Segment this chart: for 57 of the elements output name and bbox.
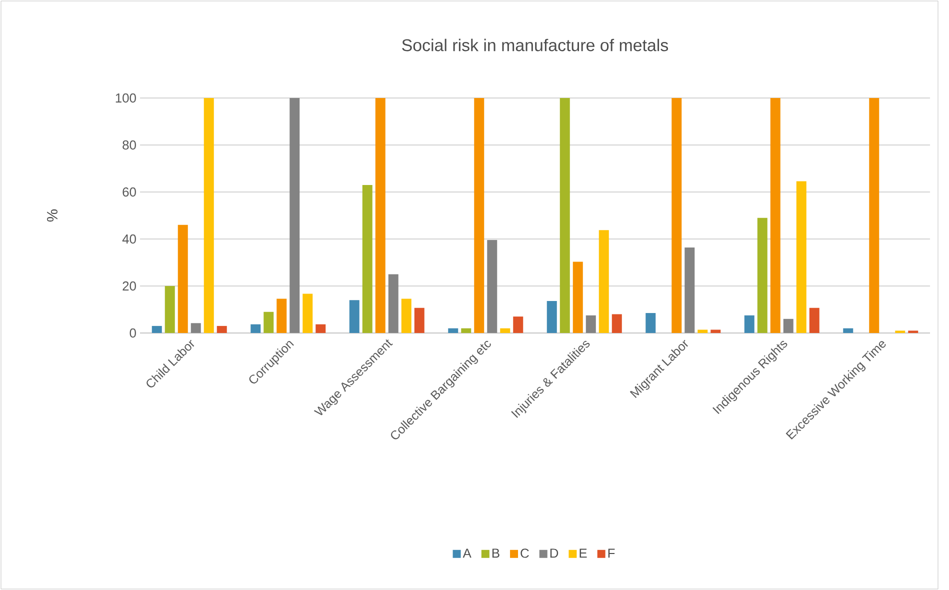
bar (474, 98, 484, 333)
bar (302, 294, 313, 333)
legend-label: E (580, 548, 587, 558)
bar (448, 328, 458, 333)
y-tick-label: 100 (116, 93, 136, 103)
bar (598, 230, 609, 333)
bar (375, 98, 386, 333)
bar (264, 312, 274, 333)
bar (401, 298, 412, 333)
y-tick-label: 80 (122, 140, 136, 150)
bar (190, 323, 201, 333)
bar (164, 286, 175, 333)
bar (388, 274, 398, 333)
chart-title: Social risk in manufacture of metals (402, 38, 668, 52)
y-axis-title: % (47, 209, 58, 222)
bar (204, 98, 214, 333)
bar (796, 181, 806, 333)
bar (316, 324, 326, 333)
bar (672, 98, 682, 333)
legend-label: B (492, 548, 500, 558)
bar (216, 326, 227, 333)
y-tick-label: 20 (122, 281, 136, 291)
bar (698, 330, 708, 333)
bar (770, 98, 780, 333)
y-tick-label: 60 (122, 187, 136, 197)
bar (290, 98, 300, 333)
bar (487, 240, 498, 333)
bar (152, 326, 162, 333)
legend-label: D (550, 548, 558, 558)
bar (414, 308, 424, 333)
bar (250, 324, 261, 333)
bar (869, 98, 880, 333)
bar (461, 328, 472, 333)
legend-label: C (520, 548, 529, 558)
bar (684, 247, 695, 333)
bar (178, 224, 188, 333)
bar (710, 330, 721, 333)
bar (843, 328, 854, 333)
bar (362, 184, 372, 333)
legend-label: A (462, 548, 472, 558)
bar (757, 218, 768, 333)
y-tick-label: 0 (130, 328, 136, 338)
bar (809, 308, 820, 333)
bar (276, 298, 287, 333)
legend-label: F (608, 548, 615, 558)
y-tick-label: 40 (122, 234, 136, 244)
bar (513, 316, 524, 333)
bar (572, 262, 583, 333)
bar (783, 318, 794, 333)
bar (744, 315, 754, 333)
bar (646, 313, 656, 333)
bar (612, 314, 622, 333)
bar (546, 301, 557, 333)
bar (560, 98, 570, 333)
bar (349, 300, 360, 333)
bar (586, 315, 596, 333)
bar (500, 328, 510, 333)
